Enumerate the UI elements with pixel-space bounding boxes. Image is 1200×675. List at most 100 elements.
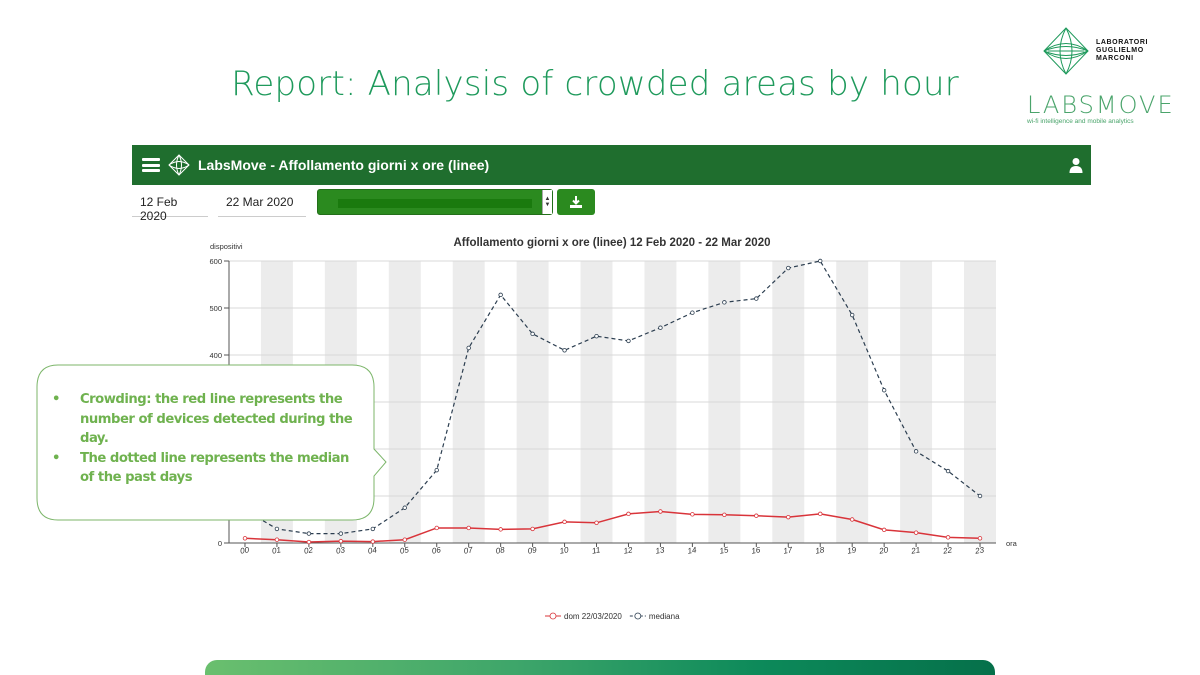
data-point [881,388,887,393]
x-tick-label: 19 [847,545,858,556]
x-tick-label: 13 [655,545,666,556]
app-window: LabsMove - Affollamento giorni x ore (li… [132,145,1091,640]
callout-item-crowding: Crowding: the red line represents the nu… [46,390,366,449]
data-point [530,526,535,532]
data-point [274,537,280,542]
data-point [402,505,407,510]
x-tick-label: 22 [941,545,953,556]
legend-marker-1 [634,612,642,620]
x-tick-label: 17 [783,545,794,556]
callout-list: Crowding: the red line represents the nu… [46,390,366,488]
area-select[interactable]: ▲ ▼ [317,189,553,215]
x-tick-label: 07 [463,545,474,556]
x-tick-label: 05 [399,545,410,556]
x-tick-label: 11 [591,545,601,555]
data-point [849,312,855,318]
x-tick-label: 09 [527,545,538,556]
x-tick-label: 03 [335,545,346,556]
x-tick-label: 01 [271,545,281,555]
y-tick-label: 400 [209,351,222,360]
data-point [690,310,695,315]
x-tick-label: 00 [239,545,250,556]
data-point [818,511,823,517]
data-point [370,539,376,544]
data-point [466,345,471,351]
x-tick-label: 12 [623,545,634,556]
data-point [818,258,823,264]
user-icon[interactable] [1069,157,1083,173]
x-tick-label: 10 [559,545,570,556]
data-point [466,525,471,531]
data-point [945,468,951,474]
data-point [754,513,759,518]
labsmove-logo-tagline: wi-fi intelligence and mobile analytics [1027,118,1134,125]
x-tick-label: 02 [303,545,314,556]
y-tick-label: 0 [218,539,222,548]
data-point [658,325,663,330]
download-button[interactable] [557,189,595,215]
data-point [722,300,727,305]
filter-toolbar: 12 Feb 2020 22 Mar 2020 ▲ ▼ [132,185,1091,223]
data-point [498,292,503,298]
data-point [594,520,599,525]
data-point [338,531,344,536]
data-point [658,509,663,514]
series-line-1 [244,260,981,535]
data-point [945,535,951,540]
data-point [913,449,919,454]
data-point [881,527,887,533]
x-tick-label: 08 [495,545,506,556]
x-tick-label: 04 [367,545,378,556]
legend-label-0: dom 22/03/2020 [564,612,622,621]
series-line-0 [244,510,981,543]
data-point [434,525,439,531]
labsmove-logo-word: LABSMOVE [1027,91,1175,119]
lgm-emblem-icon [1043,27,1089,75]
lgm-logo: LABORATORI GUGLIELMO MARCONI [1040,26,1160,76]
data-point [530,331,535,337]
callout-item-median: The dotted line represents the median of… [46,449,366,488]
x-tick-label: 14 [687,545,698,556]
data-point [274,526,280,532]
data-point [690,512,695,517]
slide-title: Report: Analysis of crowded areas by hou… [231,64,959,104]
x-tick-label: 06 [431,545,442,556]
app-title: LabsMove - Affollamento giorni x ore (li… [198,157,490,173]
hamburger-menu-icon[interactable] [142,158,160,172]
x-axis-label: ora [1006,539,1018,548]
data-point [594,334,599,339]
y-axis-label: dispositivi [210,242,243,251]
start-date-field[interactable]: 12 Feb 2020 [132,191,208,223]
x-tick-label: 20 [878,545,890,556]
data-point [786,514,791,520]
x-tick-label: 23 [973,545,985,556]
data-point [849,517,855,522]
data-point [338,538,344,544]
data-point [370,526,376,532]
data-point [786,265,791,271]
x-tick-label: 18 [815,545,826,556]
data-point [402,537,407,542]
labsmove-nav-logo-icon [168,154,190,176]
legend-marker-0 [549,612,557,620]
lgm-logo-text: LABORATORI GUGLIELMO MARCONI [1096,39,1149,62]
x-tick-label: 15 [719,545,730,556]
labsmove-logo: LABSMOVE wi-fi intelligence and mobile a… [1027,91,1175,125]
area-select-value [338,199,532,208]
data-point [498,527,503,532]
download-icon [570,196,582,208]
end-date-field[interactable]: 22 Mar 2020 [218,191,306,217]
data-point [754,296,759,301]
data-point [722,512,727,517]
bottom-decorative-bar [205,660,995,675]
data-point [626,511,631,517]
select-caret-icon[interactable]: ▲ ▼ [542,190,552,214]
app-navbar: LabsMove - Affollamento giorni x ore (li… [132,145,1091,185]
data-point [434,467,439,473]
y-tick-label: 500 [209,304,222,313]
x-tick-label: 21 [910,545,921,556]
x-tick-label: 16 [751,545,762,556]
data-point [306,539,312,545]
data-point [977,493,983,499]
